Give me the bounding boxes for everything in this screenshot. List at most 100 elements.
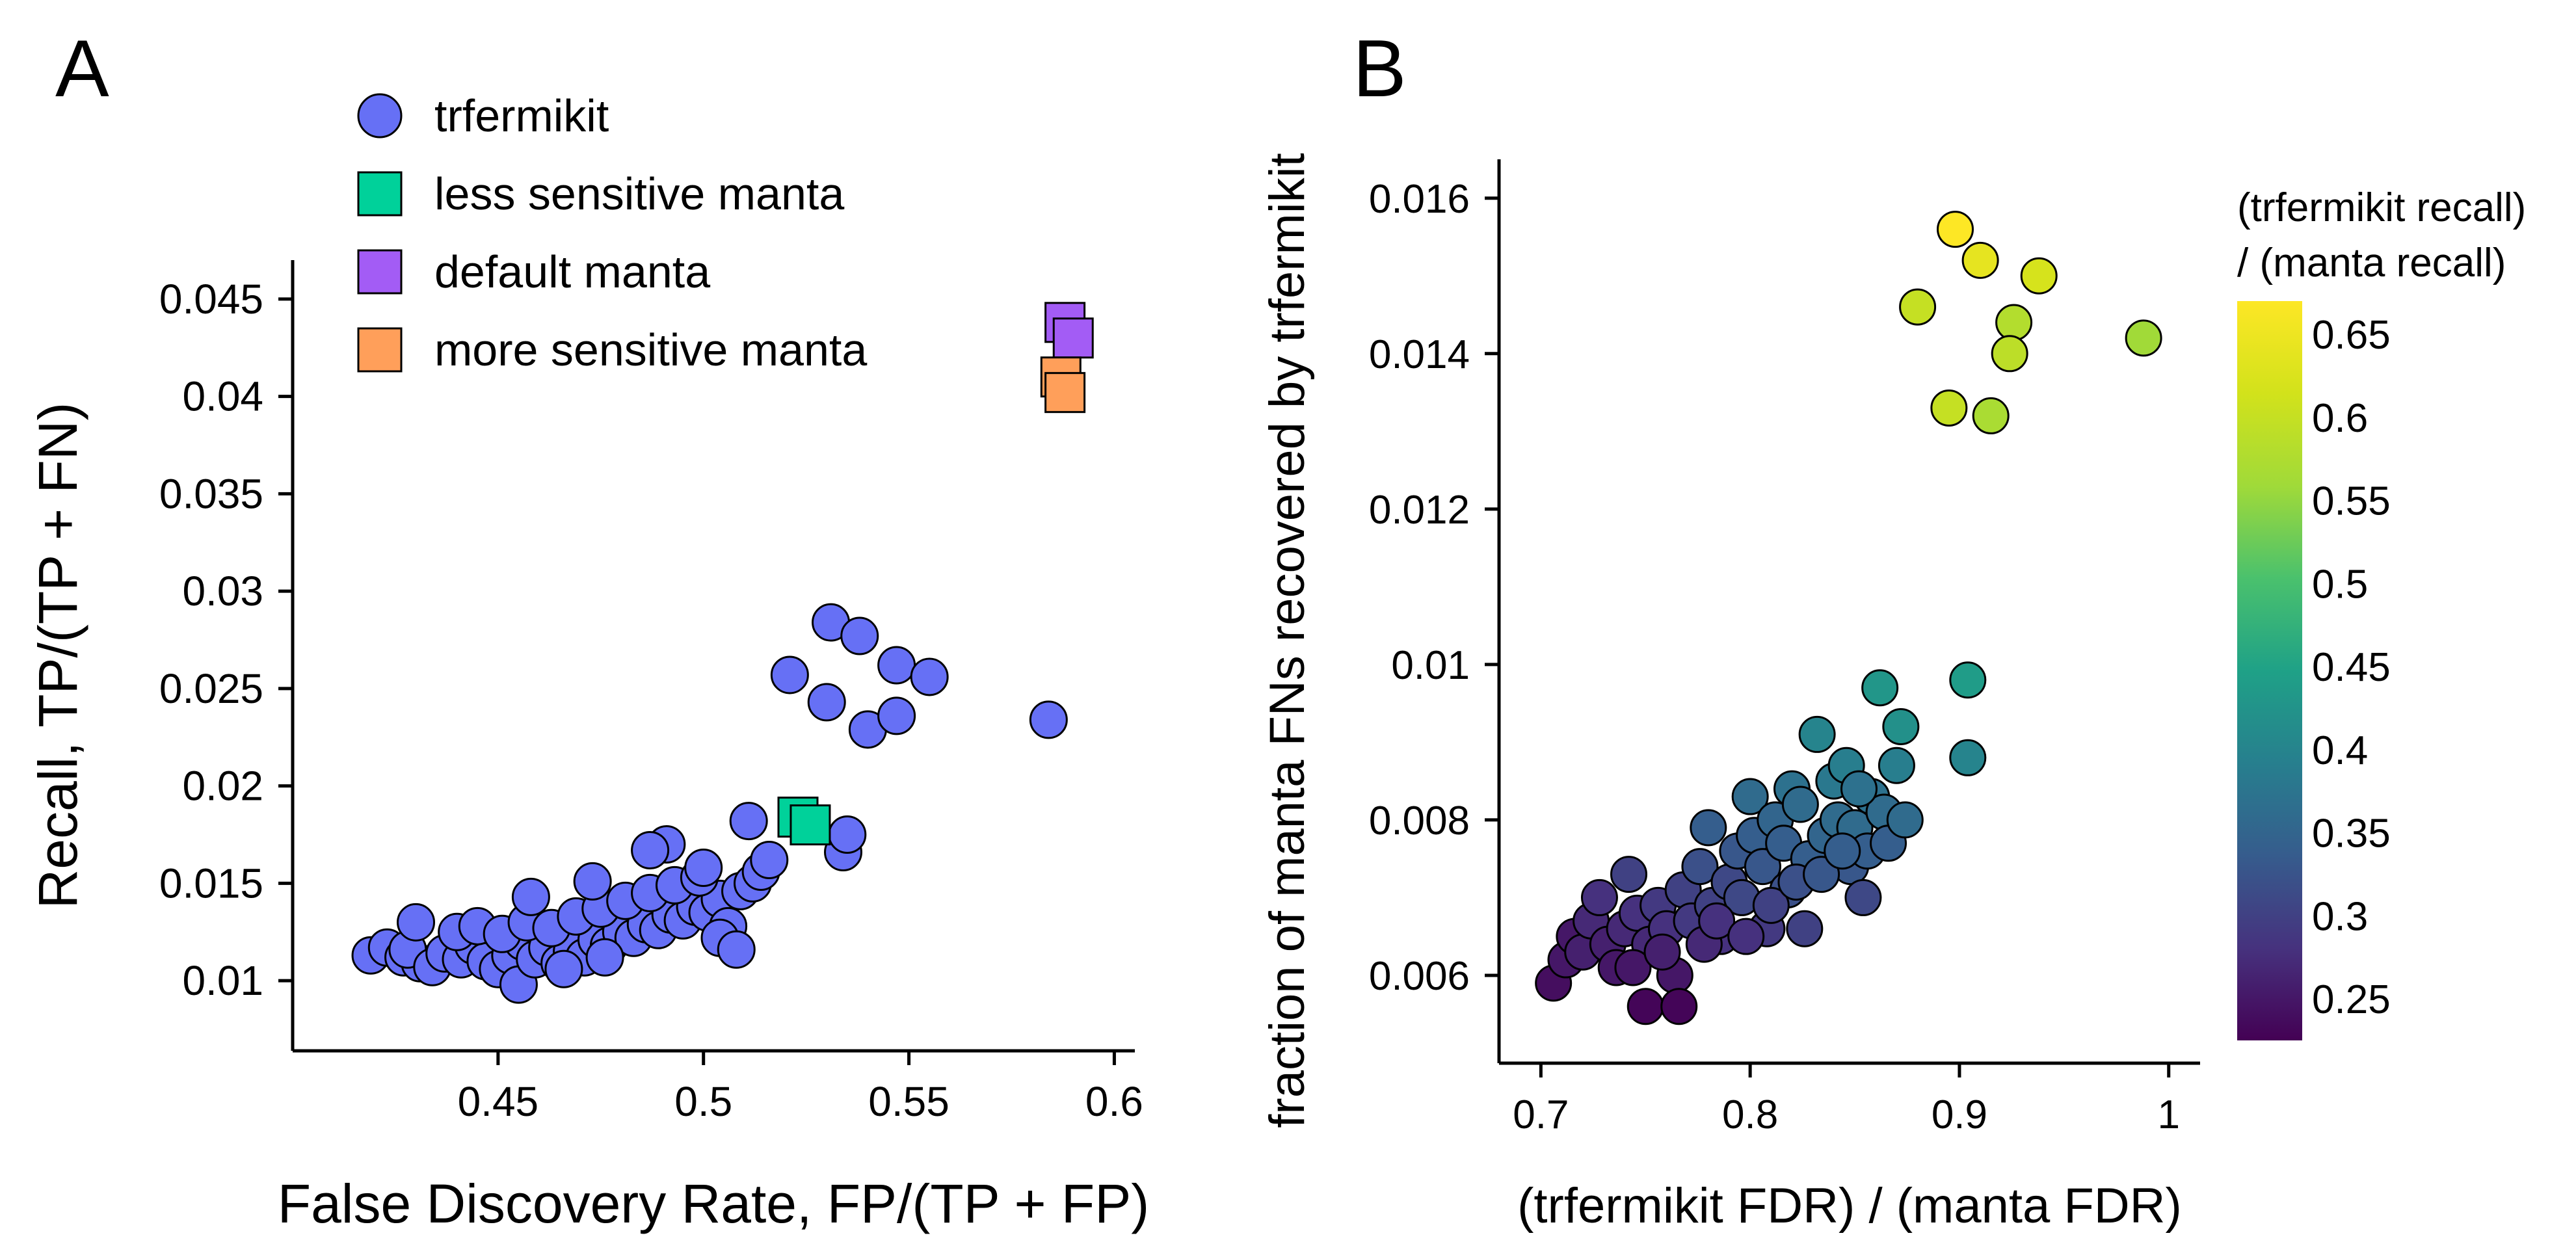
legend-entry-label: trfermikit <box>434 90 609 141</box>
ratio-point <box>1930 389 1968 427</box>
ratio-point <box>1643 933 1681 971</box>
trfermikit-point <box>573 862 612 901</box>
panel-b-y-tick-label: 0.01 <box>1391 643 1470 688</box>
manta-square-point <box>1052 317 1094 359</box>
panel-a-y-tick-label: 0.01 <box>182 957 263 1004</box>
panel-a-y-label: Recall, TP/(TP + FN) <box>27 403 88 909</box>
ratio-point <box>1937 211 1974 248</box>
panel-b-y-tick-label: 0.016 <box>1369 177 1470 222</box>
legend-entry-label: less sensitive manta <box>434 168 844 219</box>
panel-a-y-tick-label: 0.015 <box>159 860 263 906</box>
panel-b-label: B <box>1353 24 1407 114</box>
trfermikit-point <box>807 683 846 722</box>
panel-a-x-tick-label: 0.5 <box>674 1078 732 1125</box>
colorbar: (trfermikit recall) / (manta recall) 0.2… <box>2237 185 2526 1040</box>
panel-b-y-tick-label: 0.008 <box>1369 799 1470 843</box>
panel-b-x-label: (trfermikit FDR) / (manta FDR) <box>1517 1178 2182 1234</box>
ratio-point <box>1878 746 1915 784</box>
legend-entry-label: default manta <box>434 246 710 297</box>
ratio-point <box>1698 902 1736 940</box>
colorbar-tick-label: 0.45 <box>2312 645 2391 690</box>
panel-b: B 0.7 0.8 0.9 1 0.0060.0080.010.0120.0140.0… <box>1260 24 2526 1234</box>
panel-a-x-tick-label: 0.45 <box>458 1078 539 1125</box>
panel-a-y-tick-label: 0.025 <box>159 665 263 712</box>
panel-b-x-tick-label: 0.8 <box>1722 1092 1778 1137</box>
ratio-point <box>1949 739 1987 776</box>
colorbar-ticks: 0.25 0.3 0.35 0.4 0.45 0.5 0.55 0.6 0.65 <box>2312 313 2391 1022</box>
ratio-point <box>1744 848 1781 886</box>
ratio-point <box>1961 241 1999 279</box>
ratio-point <box>1995 304 2033 341</box>
panel-b-y-tick-label: 0.012 <box>1369 488 1470 533</box>
ratio-point <box>1840 770 1878 808</box>
ratio-point <box>1798 715 1836 753</box>
ratio-point <box>1781 786 1819 823</box>
panel-b-y-ticks: 0.006 0.008 0.01 0.012 0.014 0.016 <box>1369 177 1499 999</box>
ratio-point <box>2125 319 2162 357</box>
panel-b-y-tick-label: 0.014 <box>1369 332 1470 377</box>
panel-a-x-tick-label: 0.6 <box>1085 1078 1143 1125</box>
colorbar-tick-label: 0.4 <box>2312 728 2368 773</box>
ratio-point <box>1681 848 1719 886</box>
trfermikit-point <box>684 848 723 887</box>
panel-a-legend: trfermikit less sensitive manta default ma… <box>357 90 867 375</box>
ratio-point <box>1580 878 1618 916</box>
ratio-point <box>1899 288 1937 326</box>
trfermikit-point <box>910 657 949 696</box>
panel-b-points <box>1535 211 2162 1025</box>
colorbar-tick-label: 0.3 <box>2312 894 2368 939</box>
legend-circle-marker <box>357 93 403 139</box>
trfermikit-point <box>585 938 624 977</box>
colorbar-gradient <box>2237 301 2302 1040</box>
ratio-point <box>1949 661 1987 699</box>
panel-b-y-tick-label: 0.006 <box>1369 954 1470 999</box>
legend-square-marker <box>357 171 403 217</box>
panel-a-x-label: False Discovery Rate, FP/(TP + FP) <box>278 1173 1149 1234</box>
trfermikit-point <box>544 949 583 988</box>
panel-b-x-tick-label: 0.9 <box>1932 1092 1987 1137</box>
manta-square-point <box>1044 372 1086 414</box>
ratio-point <box>1786 910 1824 947</box>
trfermikit-point <box>631 831 670 870</box>
colorbar-tick-label: 0.65 <box>2312 313 2391 358</box>
ratio-point <box>1727 918 1765 955</box>
colorbar-tick-label: 0.25 <box>2312 977 2391 1022</box>
ratio-point <box>1731 778 1769 815</box>
trfermikit-point <box>729 802 768 841</box>
ratio-point <box>1614 949 1652 986</box>
legend-square-marker <box>357 249 403 295</box>
trfermikit-point <box>877 646 916 685</box>
colorbar-title-line-1: (trfermikit recall) <box>2237 185 2526 230</box>
panel-a-points <box>351 302 1094 1004</box>
ratio-point <box>1824 832 1861 870</box>
colorbar-tick-label: 0.55 <box>2312 479 2391 524</box>
colorbar-tick-label: 0.6 <box>2312 396 2368 441</box>
panel-a-y-ticks: 0.01 0.015 0.02 0.025 0.03 0.035 0.04 0.045 <box>159 276 293 1004</box>
ratio-point <box>1886 801 1924 839</box>
panel-a-y-tick-label: 0.035 <box>159 470 263 517</box>
ratio-point <box>1690 809 1727 847</box>
ratio-point <box>2020 257 2058 295</box>
panel-a-label: A <box>55 24 109 114</box>
panel-a-x-tick-label: 0.55 <box>868 1078 949 1125</box>
legend-entry-label: more sensitive manta <box>434 324 867 375</box>
trfermikit-point <box>877 696 916 735</box>
ratio-point <box>1882 707 1920 745</box>
panel-a: A 0.45 0.5 0.55 0.6 0.010.0150.020.0250.030… <box>27 24 1149 1234</box>
panel-b-x-tick-label: 1 <box>2157 1092 2179 1137</box>
ratio-point <box>1861 669 1899 707</box>
trfermikit-point <box>840 616 879 655</box>
panel-b-y-label: fraction of manta FNs recovered by trfer… <box>1260 153 1315 1128</box>
colorbar-tick-label: 0.5 <box>2312 562 2368 607</box>
ratio-point <box>1627 988 1664 1025</box>
panel-a-y-tick-label: 0.04 <box>182 373 263 420</box>
colorbar-title-line-2: / (manta recall) <box>2237 241 2506 285</box>
trfermikit-point <box>1029 700 1068 739</box>
trfermikit-point <box>750 840 789 879</box>
trfermikit-point <box>828 815 867 854</box>
ratio-point <box>1972 397 2010 434</box>
trfermikit-point <box>397 903 436 942</box>
trfermikit-point <box>511 877 550 916</box>
colorbar-tick-label: 0.35 <box>2312 812 2391 856</box>
